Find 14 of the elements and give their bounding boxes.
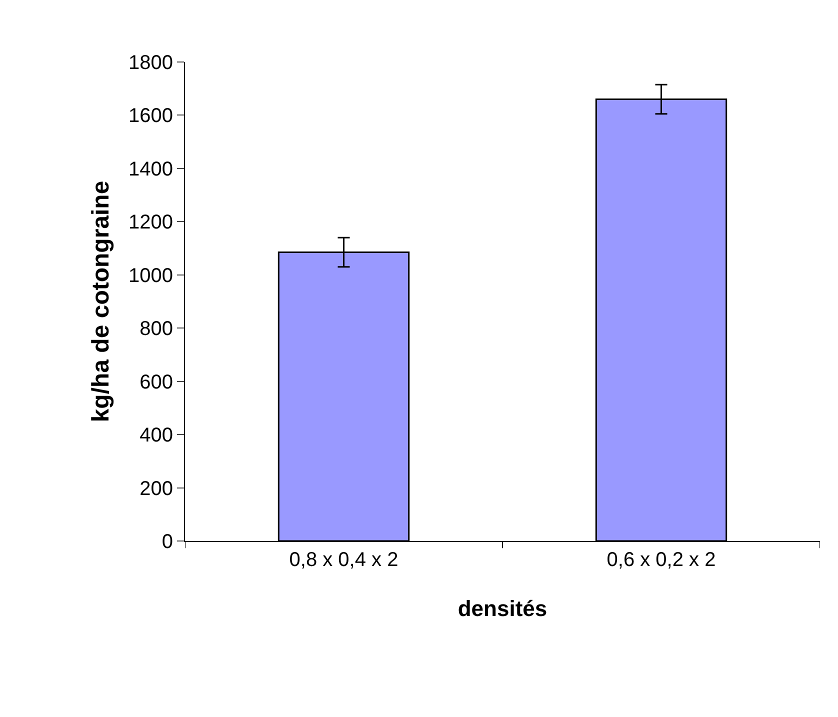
y-tick-label: 800 [140,318,173,340]
x-tick-label: 0,8 x 0,4 x 2 [289,549,398,571]
y-tick-label: 0 [162,531,173,553]
y-tick-label: 1600 [128,105,173,128]
x-axis-title: densités [458,596,548,621]
y-axis-title: kg/ha de cotongraine [88,180,115,422]
y-tick-label: 1400 [128,158,173,180]
y-tick-label: 200 [140,478,173,500]
y-tick-label: 600 [140,371,173,394]
y-tick-label: 1200 [128,212,173,234]
y-tick-label: 1000 [128,264,173,287]
x-tick-label: 0,6 x 0,2 x 2 [606,549,716,571]
y-tick-label: 400 [140,424,173,447]
y-tick-label: 1800 [128,52,173,74]
